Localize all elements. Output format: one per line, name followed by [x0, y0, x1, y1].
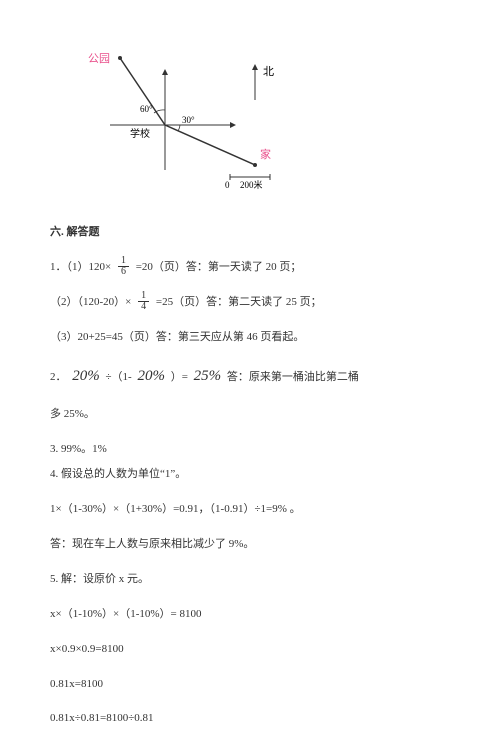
q4-line3: 答：现在车上人数与原来相比减少了 9%。	[50, 534, 450, 555]
school-label: 学校	[130, 127, 150, 140]
q4-line2: 1×（1-30%）×（1+30%）=0.91，（1-0.91）÷1=9% 。	[50, 499, 450, 520]
q1-2b: =25（页）答：第二天读了 25 页；	[156, 296, 322, 308]
q1-line2: （2）（120-20）× 14 =25（页）答：第二天读了 25 页；	[50, 292, 450, 313]
q1-line3: （3）20+25=45（页）答：第三天应从第 46 页看起。	[50, 327, 450, 348]
q2-p2: 20%	[137, 368, 165, 384]
q2-d: 答：原来第一桶油比第二桶	[227, 371, 359, 383]
q2-p1: 20%	[72, 368, 100, 384]
fraction-1-6: 16	[118, 256, 129, 277]
q5-line1: 5. 解：设原价 x 元。	[50, 569, 450, 590]
angle2-label: 30°	[182, 115, 195, 125]
q3-line: 3. 99%。1%	[50, 439, 450, 460]
q5-line2: x×（1-10%）×（1-10%）= 8100	[50, 604, 450, 625]
scale-label: 200米	[240, 179, 263, 190]
section-heading: 六. 解答题	[50, 223, 450, 239]
q1-1b: =20（页）答：第一天读了 20 页；	[136, 261, 302, 273]
q2-p3: 25%	[194, 368, 222, 384]
q1-2a: （2）（120-20）×	[50, 296, 131, 308]
q1-line1: 1．（1）120× 16 =20（页）答：第一天读了 20 页；	[50, 257, 450, 278]
q4-line1: 4. 假设总的人数为单位“1”。	[50, 464, 450, 485]
q5-line4: 0.81x=8100	[50, 674, 450, 695]
q2-a: 2．	[50, 371, 67, 383]
angle1-label: 60°	[140, 104, 153, 114]
scale-zero: 0	[225, 180, 230, 190]
q2-line2: 多 25%。	[50, 404, 450, 425]
q5-line5: 0.81x÷0.81=8100÷0.81	[50, 708, 450, 729]
fraction-1-4: 14	[138, 291, 149, 312]
q2-c: ）=	[171, 371, 188, 383]
q5-line3: x×0.9×0.9=8100	[50, 639, 450, 660]
q2-b: ÷（1-	[106, 371, 132, 383]
q1-1a: 1．（1）120×	[50, 261, 111, 273]
home-label: 家	[260, 147, 271, 161]
compass-diagram: 北 公园 家 60° 30° 学校 0 200米	[80, 40, 450, 193]
north-label: 北	[263, 65, 274, 78]
park-label: 公园	[88, 52, 110, 65]
q2-line1: 2． 20% ÷（1- 20% ）= 25% 答：原来第一桶油比第二桶	[50, 362, 450, 391]
